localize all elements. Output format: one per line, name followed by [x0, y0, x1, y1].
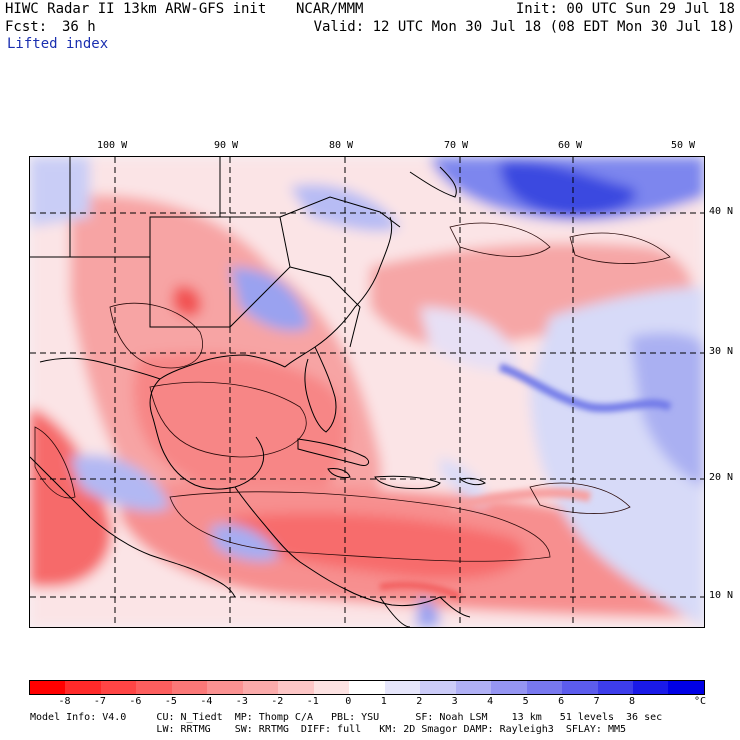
model-info-line1: Model Info: V4.0 CU: N_Tiedt MP: Thomp C… — [30, 712, 663, 723]
lat-label-40n: 40 N — [709, 206, 734, 217]
lon-label-60w: 60 W — [558, 140, 583, 151]
contour-lines — [34, 222, 671, 562]
model-info-line2: LW: RRTMG SW: RRTMG DIFF: full KM: 2D Sm… — [30, 724, 627, 735]
forecast-hour: 36 h — [62, 19, 96, 35]
field-name: Lifted index — [7, 36, 109, 52]
colorbar-segment — [278, 681, 314, 694]
lon-label-80w: 80 W — [329, 140, 354, 151]
colorbar-segment — [668, 681, 704, 694]
colorbar-segment — [384, 681, 421, 694]
valid-time: Valid: 12 UTC Mon 30 Jul 18 (08 EDT Mon … — [313, 19, 735, 35]
colorbar-segment — [455, 681, 492, 694]
colorbar-tick-label: -3 — [235, 696, 248, 707]
lat-label-10n: 10 N — [709, 590, 734, 601]
colorbar — [29, 680, 705, 695]
colorbar-tick-label: -1 — [306, 696, 319, 707]
colorbar-segment — [491, 681, 527, 694]
colorbar-segment — [171, 681, 208, 694]
colorbar-segment — [526, 681, 563, 694]
colorbar-tick-label: -5 — [164, 696, 177, 707]
lon-label-90w: 90 W — [214, 140, 239, 151]
forecast-label: Fcst: — [5, 19, 48, 35]
colorbar-tick-label: 7 — [593, 696, 600, 707]
colorbar-segment — [30, 681, 66, 694]
colorbar-tick-label: 6 — [558, 696, 565, 707]
colorbar-segment — [597, 681, 633, 694]
colorbar-tick-label: -6 — [129, 696, 142, 707]
colorbar-tick-label: 4 — [487, 696, 494, 707]
colorbar-tick-label: 5 — [522, 696, 529, 707]
detail-layer — [379, 363, 672, 600]
colorbar-tick-label: -2 — [271, 696, 284, 707]
colorbar-segment — [562, 681, 598, 694]
colorbar-tick-label: 3 — [451, 696, 458, 707]
colorbar-segment — [136, 681, 172, 694]
colorbar-tick-label: 0 — [345, 696, 352, 707]
colorbar-segment — [420, 681, 456, 694]
colorbar-segment — [632, 681, 669, 694]
map-field — [30, 157, 704, 627]
colorbar-segment — [313, 681, 350, 694]
lifted-index-map — [29, 156, 705, 628]
colorbar-tick-label: -7 — [93, 696, 106, 707]
lat-label-20n: 20 N — [709, 472, 734, 483]
colorbar-segment — [242, 681, 279, 694]
graticule — [30, 157, 704, 627]
colorbar-tick-label: 2 — [416, 696, 423, 707]
colorbar-segment — [65, 681, 101, 694]
colorbar-segment — [349, 681, 385, 694]
colorbar-tick-label: -4 — [200, 696, 213, 707]
init-time: Init: 00 UTC Sun 29 Jul 18 — [515, 1, 735, 17]
lon-label-70w: 70 W — [444, 140, 469, 151]
lon-label-50w: 50 W — [671, 140, 696, 151]
colorbar-segment — [100, 681, 137, 694]
colorbar-tick-label: 1 — [380, 696, 387, 707]
shading-layer — [30, 157, 704, 627]
colorbar-tick-label: -8 — [58, 696, 71, 707]
lat-label-30n: 30 N — [709, 346, 734, 357]
model-title: HIWC Radar II 13km ARW-GFS init — [5, 1, 267, 17]
colorbar-unit: °C — [693, 696, 707, 707]
colorbar-segment — [207, 681, 243, 694]
lon-label-100w: 100 W — [97, 140, 128, 151]
colorbar-tick-label: 8 — [629, 696, 636, 707]
org-label: NCAR/MMM — [296, 1, 364, 17]
